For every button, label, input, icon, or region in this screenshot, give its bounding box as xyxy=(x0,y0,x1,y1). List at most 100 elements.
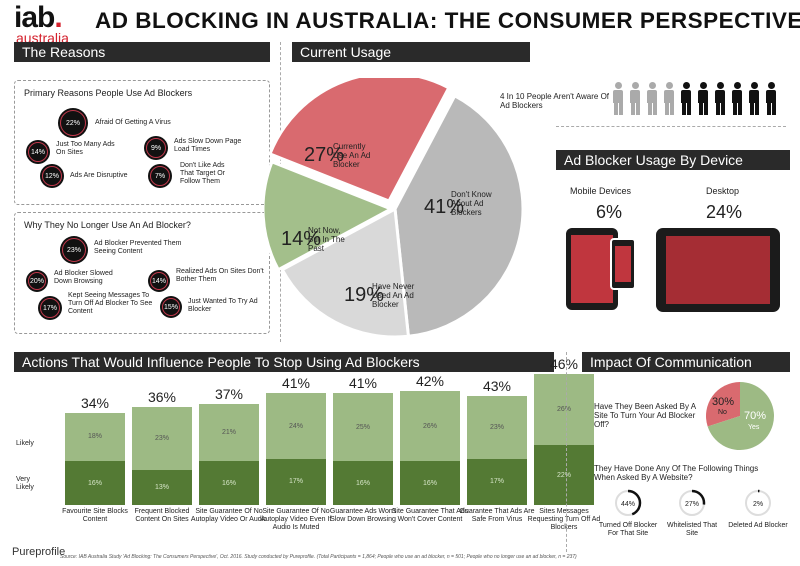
person-icon xyxy=(663,82,675,116)
people-icons xyxy=(612,82,792,116)
svg-text:2%: 2% xyxy=(753,501,763,508)
bar-likely: 23% xyxy=(467,396,527,459)
bar-total: 34% xyxy=(80,394,110,411)
done-gauge: 27% Whitelisted That Site xyxy=(660,488,724,538)
why-label: Just Wanted To Try Ad Blocker xyxy=(188,298,258,313)
source-note: Source: IAB Australia Study 'Ad Blocking… xyxy=(60,554,577,560)
why-circle: 23% xyxy=(60,236,88,264)
very-likely-legend: Very Likely xyxy=(16,476,34,491)
why-box xyxy=(14,212,270,334)
done-gauge: 44% Turned Off Blocker For That Site xyxy=(596,488,660,538)
no-label: No xyxy=(718,409,727,416)
bar-total: 37% xyxy=(214,386,244,403)
reason-circle: 14% xyxy=(26,140,50,164)
why-label: Ad Blocker Prevented Them Seeing Content xyxy=(94,240,182,255)
svg-text:27%: 27% xyxy=(685,501,699,508)
bar-likely: 18% xyxy=(65,412,125,462)
action-bar: 46% 26% 22% Sites Messages Requesting Tu… xyxy=(528,356,601,531)
pie-slice xyxy=(268,78,451,203)
bar-very-likely: 17% xyxy=(266,458,326,505)
person-icon xyxy=(646,82,658,116)
bar-very-likely: 22% xyxy=(534,445,594,505)
reason-circle: 12% xyxy=(40,164,64,188)
impact-tab: Impact Of Communication xyxy=(582,352,790,372)
why-circle: 15% xyxy=(160,296,182,318)
bar-total: 36% xyxy=(147,389,177,406)
why-heading: Why They No Longer Use An Ad Blocker? xyxy=(24,220,191,230)
slice-label: Currently Use An Ad Blocker xyxy=(333,142,371,169)
device-tab: Ad Blocker Usage By Device xyxy=(556,150,790,170)
reason-circle: 22% xyxy=(58,108,88,138)
bar-very-likely: 13% xyxy=(132,469,192,505)
bar-total: 41% xyxy=(281,375,311,392)
iab-logo: iab. australia xyxy=(14,1,69,46)
phone-icon xyxy=(610,238,636,290)
page-title: AD BLOCKING IN AUSTRALIA: THE CONSUMER P… xyxy=(95,8,800,33)
bar-label: Guarantee That Ads Are Safe From Virus xyxy=(459,507,535,523)
person-icon xyxy=(629,82,641,116)
pie-slice xyxy=(707,382,774,450)
why-label: Kept Seeing Messages To Turn Off Ad Bloc… xyxy=(68,292,153,315)
pie-slice xyxy=(393,93,525,338)
pureprofile-logo: Pureprofile xyxy=(12,546,66,558)
reason-label: Ads Slow Down Page Load Times xyxy=(174,138,242,153)
bar-very-likely: 16% xyxy=(199,461,259,505)
bar-very-likely: 16% xyxy=(65,461,125,505)
reason-label: Just Too Many Ads On Sites xyxy=(56,141,115,156)
reason-circle: 7% xyxy=(148,164,172,188)
why-label: Realized Ads On Sites Don't Bother Them xyxy=(176,268,264,283)
no-pct: 30% xyxy=(712,396,735,408)
action-bar: 41% 25% 16% Guarantee Ads Won't Slow Dow… xyxy=(330,375,396,523)
bar-very-likely: 16% xyxy=(333,461,393,505)
action-bar: 36% 23% 13% Frequent Blocked Content On … xyxy=(132,389,192,523)
primary-heading: Primary Reasons People Use Ad Blockers xyxy=(24,88,193,98)
bar-label: Guarantee Ads Won't Slow Down Browsing xyxy=(329,507,397,523)
action-bar: 42% 26% 16% Site Guarantee That Ads Won'… xyxy=(392,373,469,523)
why-circle: 17% xyxy=(38,296,62,320)
why-label: Ad Blocker Slowed Down Browsing xyxy=(54,270,113,285)
likely-legend: Likely xyxy=(16,440,34,447)
divider xyxy=(566,352,567,552)
why-circle: 20% xyxy=(26,270,48,292)
pie-slice xyxy=(264,159,395,272)
slice-label: Have Never Used An Ad Blocker xyxy=(372,282,415,309)
reason-label: Don't Like Ads That Target Or Follow The… xyxy=(180,162,226,185)
actions-tab: Actions That Would Influence People To S… xyxy=(14,352,554,372)
reason-label: Afraid Of Getting A Virus xyxy=(95,119,171,126)
bar-likely: 23% xyxy=(132,407,192,470)
person-icon xyxy=(697,82,709,116)
bar-likely: 24% xyxy=(266,393,326,459)
bar-label: Favourite Site Blocks Content xyxy=(62,507,128,523)
bar-very-likely: 17% xyxy=(467,458,527,505)
bar-likely: 26% xyxy=(400,390,460,462)
desktop-pct: 24% xyxy=(706,202,743,222)
done-question: They Have Done Any Of The Following Thin… xyxy=(594,464,759,482)
action-bar: 43% 23% 17% Guarantee That Ads Are Safe … xyxy=(460,378,535,523)
bar-label: Sites Messages Requesting Turn Off Ad Bl… xyxy=(527,507,601,531)
desktop-icon xyxy=(656,228,780,312)
action-bar: 41% 24% 17% Site Guarantee Of No Autopla… xyxy=(261,375,332,531)
pie-slice xyxy=(280,206,411,339)
bar-likely: 25% xyxy=(333,393,393,462)
bar-total: 41% xyxy=(348,375,378,392)
bar-label: Site Guarantee Of No Autoplay Video Or A… xyxy=(190,507,268,523)
usage-pie xyxy=(264,78,525,339)
person-icon xyxy=(731,82,743,116)
divider xyxy=(556,126,786,127)
bar-label: Frequent Blocked Content On Sites xyxy=(134,507,190,523)
yes-pct: 70% xyxy=(744,410,767,422)
slice-label: Not Now, But In The Past xyxy=(308,226,345,253)
bar-likely: 26% xyxy=(534,374,594,446)
why-circle: 14% xyxy=(148,270,170,292)
asked-pie xyxy=(706,382,774,450)
action-bar: 34% 18% 16% Favourite Site Blocks Conten… xyxy=(62,395,128,523)
person-icon xyxy=(748,82,760,116)
primary-reasons-box xyxy=(14,80,270,205)
bar-label: Site Guarantee That Ads Won't Cover Cont… xyxy=(391,507,469,523)
mobile-label: Mobile Devices xyxy=(570,186,632,196)
slice-pct: 41% xyxy=(424,196,465,218)
pie-slice xyxy=(706,382,740,427)
slice-pct: 19% xyxy=(344,284,385,306)
done-gauge: 2% Deleted Ad Blocker xyxy=(726,488,790,530)
bar-likely: 21% xyxy=(199,404,259,462)
